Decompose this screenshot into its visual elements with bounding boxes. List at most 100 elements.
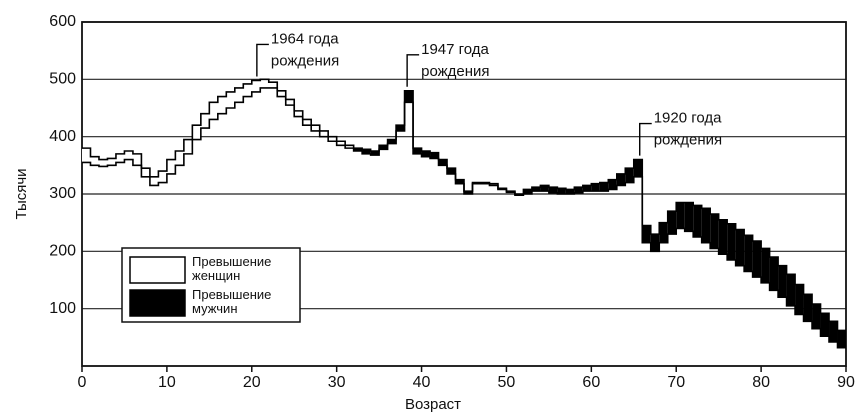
band-segment bbox=[387, 139, 397, 144]
y-axis-label: Тысячи bbox=[13, 168, 30, 219]
band-segment bbox=[396, 125, 405, 131]
band-segment bbox=[803, 294, 813, 322]
band-segment bbox=[115, 153, 125, 163]
band-segment bbox=[311, 125, 320, 131]
band-segment bbox=[379, 145, 388, 150]
band-segment bbox=[659, 222, 668, 243]
band-segment bbox=[124, 151, 133, 160]
band-segment bbox=[531, 187, 541, 192]
band-segment bbox=[565, 189, 575, 194]
plot-frame bbox=[81, 21, 847, 367]
band-segment bbox=[582, 185, 592, 192]
annotation-leader bbox=[256, 43, 269, 77]
annotation: 1920 года bbox=[654, 110, 722, 127]
band-segment bbox=[489, 183, 498, 186]
band-segment bbox=[574, 187, 583, 193]
y-tick-label: 300 bbox=[49, 185, 76, 202]
band-segment bbox=[769, 257, 779, 291]
x-tick-label: 0 bbox=[78, 374, 87, 391]
x-tick-label: 70 bbox=[667, 374, 685, 391]
band-segment bbox=[158, 171, 167, 183]
band-segment bbox=[447, 168, 456, 174]
band-segment bbox=[650, 234, 660, 252]
band-segment bbox=[837, 330, 846, 348]
band-segment bbox=[149, 176, 159, 186]
band-segment bbox=[226, 91, 235, 108]
band-segment bbox=[693, 205, 702, 237]
band-segment bbox=[90, 156, 99, 166]
band-segment bbox=[175, 151, 184, 166]
band-segment bbox=[829, 321, 838, 342]
band-segment bbox=[591, 183, 600, 192]
band-segment bbox=[430, 152, 439, 159]
band-segment bbox=[438, 159, 448, 166]
x-tick-label: 40 bbox=[413, 374, 431, 391]
band-segment bbox=[200, 113, 210, 129]
legend-label-line: женщин bbox=[192, 268, 240, 283]
band-segment bbox=[294, 110, 303, 117]
band-segment bbox=[82, 148, 91, 163]
y-tick-label: 200 bbox=[49, 243, 76, 260]
series-line bbox=[82, 87, 846, 332]
band-segment bbox=[336, 141, 346, 146]
band-segment bbox=[642, 225, 651, 243]
band-segment bbox=[625, 168, 634, 183]
x-tick-label: 90 bbox=[837, 374, 855, 391]
band-segment bbox=[464, 191, 473, 194]
band-segment bbox=[684, 202, 694, 232]
annotation-leader bbox=[639, 122, 652, 156]
band-segment bbox=[633, 159, 643, 177]
band-segment bbox=[192, 125, 201, 140]
band-segment bbox=[345, 145, 354, 149]
band-segment bbox=[251, 80, 261, 92]
band-segment bbox=[701, 208, 711, 243]
band-segment bbox=[540, 185, 549, 192]
band-segment bbox=[319, 130, 329, 137]
band-segment bbox=[98, 159, 108, 167]
y-tick-label: 600 bbox=[49, 13, 76, 30]
band-segment bbox=[455, 179, 464, 184]
annotation: 1947 года bbox=[421, 41, 489, 58]
band-segment bbox=[778, 265, 787, 298]
series-line bbox=[82, 78, 846, 349]
annotation: рождения bbox=[271, 52, 339, 69]
band-segment bbox=[404, 90, 414, 103]
band-segment bbox=[209, 102, 218, 120]
band-segment bbox=[735, 229, 745, 266]
band-segment bbox=[795, 284, 804, 315]
legend-swatch bbox=[129, 256, 186, 284]
band-segment bbox=[608, 179, 617, 190]
band-segment bbox=[260, 79, 269, 88]
y-tick-label: 500 bbox=[49, 71, 76, 88]
band-segment bbox=[667, 211, 677, 235]
band-segment bbox=[820, 313, 830, 337]
band-segment bbox=[744, 235, 753, 272]
x-tick-label: 30 bbox=[328, 374, 346, 391]
band-segment bbox=[710, 214, 719, 249]
band-segment bbox=[141, 168, 150, 177]
band-segment bbox=[328, 136, 337, 142]
legend-swatch bbox=[129, 289, 186, 317]
band-segment bbox=[812, 304, 821, 329]
annotation: 1964 года bbox=[271, 30, 339, 47]
band-segment bbox=[761, 248, 770, 283]
x-tick-label: 10 bbox=[158, 374, 176, 391]
band-segment bbox=[217, 96, 227, 114]
x-axis-label: Возраст bbox=[405, 396, 461, 413]
band-segment bbox=[523, 189, 532, 194]
band-segment bbox=[413, 148, 422, 154]
band-segment bbox=[268, 82, 278, 88]
y-tick-label: 100 bbox=[49, 300, 76, 317]
legend-label: Превышение женщин bbox=[192, 254, 271, 283]
annotation-leader bbox=[406, 54, 420, 87]
band-segment bbox=[548, 187, 558, 193]
band-segment bbox=[234, 87, 244, 103]
legend-label: Превышение мужчин bbox=[192, 287, 271, 316]
band-segment bbox=[616, 173, 626, 186]
legend-label-line: Превышение bbox=[192, 254, 271, 269]
x-tick-label: 80 bbox=[752, 374, 770, 391]
band-segment bbox=[277, 90, 286, 97]
legend-label-line: мужчин bbox=[192, 301, 238, 316]
band-segment bbox=[421, 151, 431, 157]
band-segment bbox=[353, 148, 363, 151]
